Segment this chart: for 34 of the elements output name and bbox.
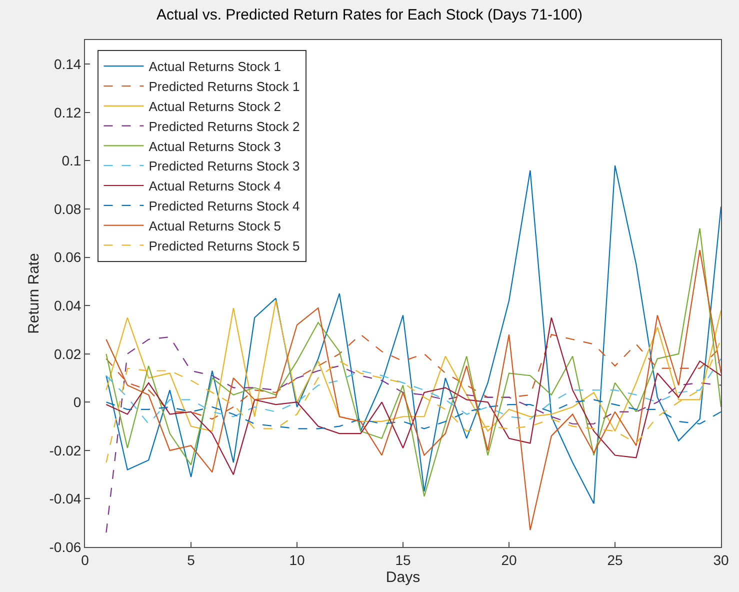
line-series	[106, 358, 721, 424]
y-tick-label: -0.04	[49, 490, 82, 507]
y-tick-label: 0.08	[54, 200, 82, 217]
legend-label: Predicted Returns Stock 1	[148, 79, 300, 94]
x-tick-label: 5	[187, 552, 196, 568]
legend-label: Actual Returns Stock 5	[148, 218, 281, 234]
x-tick-label: 30	[713, 552, 729, 568]
legend-label: Predicted Returns Stock 3	[148, 158, 300, 174]
y-tick-label: 0	[73, 394, 82, 410]
line-series	[106, 249, 721, 531]
legend-label: Predicted Returns Stock 5	[148, 238, 300, 254]
legend-label: Actual Returns Stock 1	[148, 59, 281, 74]
y-tick-label: -0.06	[49, 538, 82, 555]
y-tick-label: 0.12	[54, 104, 82, 120]
legend-label: Actual Returns Stock 2	[148, 98, 281, 114]
x-axis-title: Days	[386, 568, 420, 586]
legend-label: Predicted Returns Stock 2	[148, 118, 300, 134]
x-tick-label: 20	[501, 552, 517, 568]
legend-label: Predicted Returns Stock 4	[148, 198, 300, 214]
y-tick-label: 0.14	[54, 56, 82, 72]
line-series	[106, 317, 721, 476]
x-tick-label: 25	[607, 552, 623, 568]
line-series	[106, 336, 721, 534]
legend-label: Actual Returns Stock 4	[148, 178, 281, 194]
y-axis-title: Return Rate	[26, 253, 43, 334]
y-tick-label: 0.04	[54, 297, 82, 314]
y-tick-label: -0.02	[49, 442, 82, 458]
x-tick-label: 15	[395, 552, 411, 568]
y-tick-label: 0.1	[62, 152, 82, 169]
legend-label: Actual Returns Stock 3	[148, 138, 281, 154]
y-tick-label: 0.06	[54, 249, 82, 266]
x-tick-label: 10	[289, 552, 305, 568]
y-tick-label: 0.02	[54, 346, 82, 362]
chart-title: Actual vs. Predicted Return Rates for Each Stock (Days 71-100)	[156, 6, 583, 24]
